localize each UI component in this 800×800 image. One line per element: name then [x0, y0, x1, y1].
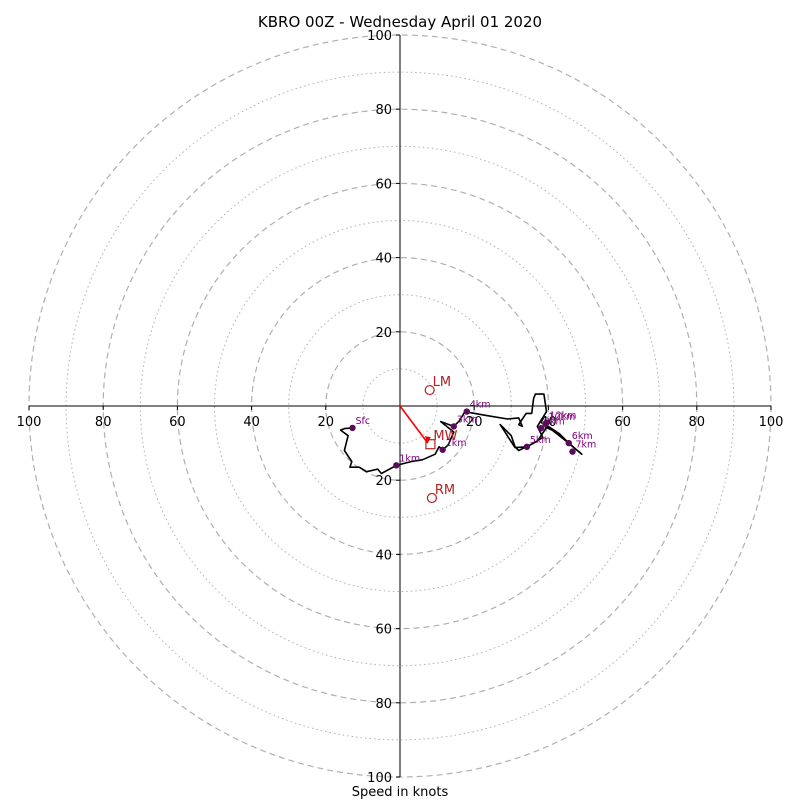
height-marker — [349, 424, 356, 432]
height-marker — [463, 408, 470, 415]
storm-motion-label: RM — [435, 483, 455, 498]
storm-motion-label: MW — [433, 429, 457, 444]
height-marker — [439, 446, 446, 453]
x-tick-label: 20 — [466, 415, 483, 430]
y-tick-label: 100 — [367, 29, 392, 44]
x-tick-label: 60 — [169, 415, 186, 430]
y-tick-label: 20 — [375, 474, 392, 489]
height-label: 9km — [544, 416, 565, 427]
height-marker — [523, 443, 531, 451]
height-label: 5km — [530, 435, 551, 446]
x-tick-label: 80 — [95, 415, 112, 430]
storm-motion-marker — [425, 439, 436, 450]
height-marker — [393, 462, 400, 469]
height-marker — [450, 423, 457, 430]
height-label: 3km — [457, 414, 478, 425]
storm-motion-label: LM — [433, 375, 451, 390]
x-tick-label: 20 — [318, 415, 335, 430]
height-label: Sfc — [356, 416, 371, 427]
x-tick-label: 80 — [689, 415, 706, 430]
x-tick-label: 100 — [17, 415, 42, 430]
y-tick-label: 40 — [375, 252, 392, 267]
storm-motion-markers: LM RM MW — [424, 375, 458, 504]
height-label: 1km — [399, 453, 420, 464]
y-tick-label: 100 — [367, 771, 392, 786]
height-marker — [537, 425, 545, 432]
x-axis-label: Speed in knots — [352, 785, 449, 800]
storm-motion-marker — [424, 384, 435, 396]
height-label: 6km — [572, 431, 593, 442]
height-label: 12km — [550, 411, 577, 422]
y-tick-label: 20 — [375, 326, 392, 341]
x-tick-label: 100 — [759, 415, 784, 430]
height-marker — [542, 420, 549, 428]
y-tick-label: 40 — [375, 548, 392, 563]
x-tick-label: 40 — [243, 415, 260, 430]
height-label: 4km — [470, 400, 491, 411]
shear-vector — [399, 405, 429, 444]
height-label: 2km — [446, 438, 467, 449]
height-label: 10km — [548, 412, 575, 423]
height-label: 7km — [576, 440, 597, 451]
tick-labels: 1008060402020406080100100806040202040608… — [17, 29, 784, 786]
chart-title: KBRO 00Z - Wednesday April 01 2020 — [258, 13, 542, 31]
height-marker — [565, 439, 573, 447]
y-tick-label: 60 — [375, 623, 392, 638]
height-marker — [569, 448, 576, 455]
storm-motion-marker — [426, 492, 438, 504]
y-tick-label: 80 — [375, 697, 392, 712]
y-tick-label: 60 — [375, 177, 392, 192]
y-tick-label: 80 — [375, 103, 392, 118]
x-tick-label: 60 — [614, 415, 631, 430]
